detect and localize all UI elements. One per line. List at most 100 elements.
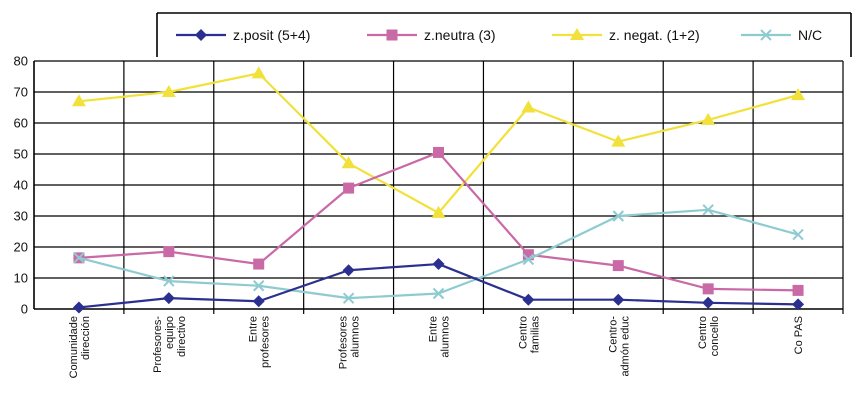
x-category-label: Profesores alumnos: [338, 316, 362, 370]
x-category-line: Centro: [697, 316, 709, 349]
data-point: [431, 205, 446, 218]
data-point: [701, 112, 716, 125]
x-category-line: directivo: [176, 316, 188, 357]
legend-label: z.neutra (3): [424, 27, 496, 43]
x-category-label: Entre profesores: [248, 316, 272, 368]
data-point: [72, 301, 85, 314]
x-category-line: alumnos: [440, 316, 452, 358]
x-category-line: alumnos: [350, 316, 362, 358]
data-point: [342, 292, 355, 304]
x-category-line: admón educ: [619, 316, 631, 377]
y-tick-label: 30: [14, 209, 28, 224]
data-point: [522, 253, 535, 266]
data-point-stroke: [760, 29, 772, 41]
data-point: [161, 85, 176, 97]
y-tick-label: 0: [21, 302, 28, 317]
series-3: [73, 204, 804, 304]
series-2: [71, 66, 806, 218]
data-point-stroke: [612, 210, 624, 222]
x-category-line: dirección: [80, 316, 92, 360]
data-point: [612, 260, 624, 272]
data-point: [611, 134, 626, 147]
data-point: [253, 258, 265, 270]
grid: [33, 60, 844, 314]
data-point: [792, 284, 804, 296]
data-point: [792, 228, 804, 241]
x-category-line: Centro-: [607, 316, 619, 353]
x-axis-categories: Comunidade dirección Profesores-equipo dire…: [68, 316, 805, 379]
legend-label: z. negat. (1+2): [609, 27, 700, 43]
x-category-line: familias: [529, 316, 541, 354]
y-tick-label: 50: [14, 147, 28, 162]
x-category-label: Centro concello: [697, 316, 721, 356]
series-0: [72, 258, 805, 314]
x-category-line: Profesores: [338, 316, 350, 370]
legend-entry: z.posit (5+4): [176, 27, 310, 43]
x-category-label: Comunidade dirección: [68, 316, 92, 378]
x-category-label: Centro-admón educ: [607, 316, 631, 377]
data-point: [570, 28, 584, 40]
data-point-stroke: [522, 253, 535, 266]
y-axis-ticks: 0 10 20 30 40 50 60 70 80: [14, 54, 28, 317]
data-point: [252, 295, 265, 308]
data-point: [343, 182, 355, 194]
legend-label: z.posit (5+4): [233, 27, 310, 43]
x-category-line: Co PAS: [793, 316, 805, 354]
legend: z.posit (5+4) z.neutra (3) z. negat. (1+2)…: [156, 12, 852, 57]
data-point: [433, 146, 444, 158]
series-1: [73, 146, 804, 296]
legend-box: [157, 13, 851, 57]
data-point: [386, 29, 398, 41]
data-point: [73, 252, 85, 264]
x-category-label: Profesores-equipo directivo: [152, 316, 188, 373]
data-point: [341, 156, 356, 169]
data-point: [760, 29, 772, 41]
y-tick-label: 80: [14, 54, 28, 69]
legend-entry: z.neutra (3): [367, 27, 496, 43]
data-point: [163, 246, 175, 258]
data-point: [162, 292, 175, 305]
y-tick-label: 70: [14, 85, 28, 100]
series-line: [78, 72, 799, 214]
data-point-stroke: [342, 292, 355, 304]
data-point: [71, 94, 86, 107]
data-point: [253, 280, 265, 292]
data-point: [522, 249, 534, 261]
y-tick-label: 40: [14, 178, 28, 193]
x-category-line: equipo: [164, 316, 176, 349]
x-category-line: concello: [709, 316, 721, 356]
data-point-stroke: [432, 287, 445, 300]
series-layer: [71, 66, 806, 314]
data-point-stroke: [163, 275, 175, 287]
y-tick-label: 20: [14, 240, 28, 255]
data-point: [432, 287, 445, 300]
data-point: [702, 296, 715, 309]
data-point: [612, 293, 625, 306]
x-category-line: Comunidade: [68, 316, 80, 378]
y-tick-label: 60: [14, 116, 28, 131]
data-point: [522, 293, 535, 306]
y-tick-label: 10: [14, 271, 28, 286]
data-point: [612, 210, 624, 222]
data-point-stroke: [792, 228, 804, 241]
x-category-label: Entre alumnos: [428, 316, 452, 358]
data-point: [432, 258, 445, 271]
x-category-line: profesores: [260, 316, 272, 368]
data-point: [702, 204, 714, 216]
data-point: [342, 264, 355, 277]
x-category-line: Centro: [517, 316, 529, 349]
data-point: [791, 88, 806, 101]
data-point: [521, 100, 536, 113]
legend-label: N/C: [798, 27, 822, 43]
data-point: [163, 275, 175, 287]
x-category-line: Entre: [428, 316, 440, 342]
data-point: [702, 283, 714, 295]
legend-entry: z. negat. (1+2): [552, 27, 700, 43]
series-line: [78, 262, 799, 309]
data-point: [195, 29, 207, 41]
x-category-line: Entre: [248, 316, 260, 342]
x-category-label: Co PAS: [793, 316, 805, 354]
data-point: [792, 298, 805, 311]
data-point-stroke: [702, 204, 714, 216]
